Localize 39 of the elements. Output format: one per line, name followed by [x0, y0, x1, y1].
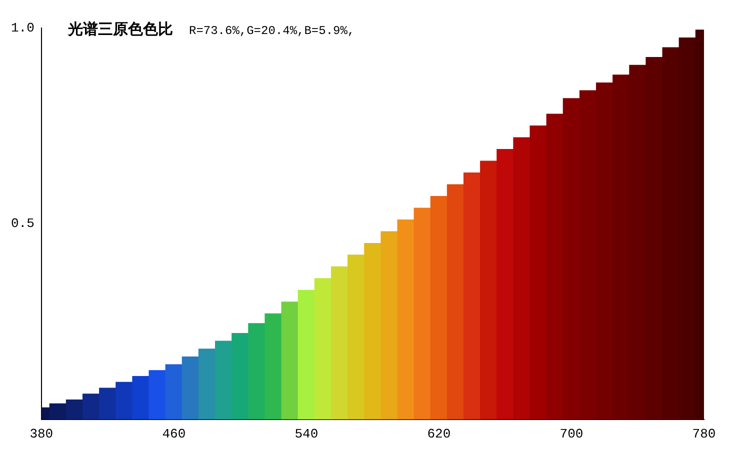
x-tick-label: 700 [560, 426, 584, 442]
bar [463, 172, 481, 420]
bar [264, 313, 282, 420]
x-tick-label: 620 [427, 426, 451, 442]
bar [530, 126, 547, 420]
bar [198, 348, 216, 420]
bar [314, 278, 332, 420]
bar [132, 376, 150, 420]
bar [116, 382, 133, 420]
bar [298, 290, 316, 420]
x-tick-label: 380 [30, 426, 54, 442]
bar [496, 149, 514, 420]
bar [330, 266, 348, 420]
bar [380, 231, 398, 420]
bar [480, 160, 498, 420]
bar [66, 400, 84, 420]
chart-title: 光谱三原色色比 [68, 20, 173, 39]
x-tick-label: 540 [294, 426, 318, 442]
y-tick-label: 0.5 [11, 216, 34, 232]
chart-subtitle: R=73.6%,G=20.4%,B=5.9%, [189, 24, 355, 38]
bar [215, 340, 232, 420]
x-tick-label: 780 [692, 426, 716, 442]
bar [414, 208, 432, 420]
bar [82, 394, 100, 420]
bar [364, 242, 382, 420]
y-tick-label: 1.0 [11, 20, 34, 36]
bar [148, 370, 166, 420]
bar [446, 184, 464, 420]
bar [430, 196, 448, 420]
x-tick-label: 460 [162, 426, 186, 442]
bar [99, 388, 116, 420]
bar [281, 302, 298, 420]
bar [248, 323, 266, 420]
bar [513, 137, 530, 420]
bar [348, 254, 365, 420]
bar [232, 332, 249, 420]
bar [397, 219, 414, 420]
bar [165, 364, 183, 420]
bar [182, 356, 200, 420]
